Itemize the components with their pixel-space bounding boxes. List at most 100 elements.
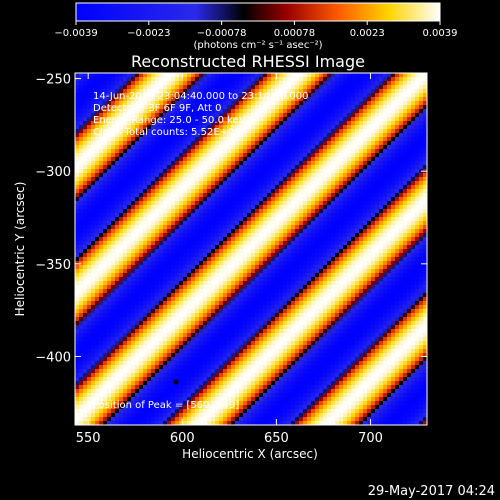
heatmap-pixel <box>179 169 184 174</box>
heatmap-pixel <box>319 113 324 118</box>
heatmap-pixel <box>187 281 192 286</box>
heatmap-pixel <box>139 209 144 214</box>
heatmap-pixel <box>115 209 120 214</box>
heatmap-pixel <box>307 249 312 254</box>
heatmap-pixel <box>75 181 80 186</box>
heatmap-pixel <box>123 141 128 146</box>
heatmap-pixel <box>271 285 276 290</box>
heatmap-pixel <box>203 181 208 186</box>
heatmap-pixel <box>91 185 96 190</box>
heatmap-pixel <box>235 193 240 198</box>
heatmap-pixel <box>95 157 100 162</box>
heatmap-pixel <box>307 289 312 294</box>
heatmap-pixel <box>143 249 148 254</box>
heatmap-pixel <box>331 205 336 210</box>
heatmap-pixel <box>203 81 208 86</box>
heatmap-pixel <box>155 145 160 150</box>
heatmap-pixel <box>339 105 344 110</box>
heatmap-pixel <box>319 233 324 238</box>
heatmap-pixel <box>215 241 220 246</box>
heatmap-pixel <box>299 265 304 270</box>
heatmap-pixel <box>399 281 404 286</box>
heatmap-pixel <box>139 289 144 294</box>
heatmap-pixel <box>83 177 88 182</box>
heatmap-pixel <box>287 105 292 110</box>
heatmap-pixel <box>375 193 380 198</box>
heatmap-pixel <box>231 249 236 254</box>
heatmap-pixel <box>295 117 300 122</box>
heatmap-pixel <box>347 217 352 222</box>
heatmap-pixel <box>167 273 172 278</box>
heatmap-pixel <box>403 185 408 190</box>
heatmap-pixel <box>359 81 364 86</box>
heatmap-pixel <box>171 169 176 174</box>
heatmap-pixel <box>179 97 184 102</box>
heatmap-pixel <box>291 205 296 210</box>
heatmap-pixel <box>275 121 280 126</box>
heatmap-pixel <box>239 285 244 290</box>
heatmap-pixel <box>171 213 176 218</box>
heatmap-pixel <box>399 213 404 218</box>
heatmap-pixel <box>267 257 272 262</box>
heatmap-pixel <box>135 233 140 238</box>
heatmap-pixel <box>279 101 284 106</box>
heatmap-pixel <box>359 129 364 134</box>
heatmap-pixel <box>271 117 276 122</box>
heatmap-pixel <box>407 273 412 278</box>
heatmap-pixel <box>147 113 152 118</box>
heatmap-pixel <box>135 149 140 154</box>
heatmap-pixel <box>239 117 244 122</box>
heatmap-pixel <box>279 157 284 162</box>
heatmap-pixel <box>235 173 240 178</box>
heatmap-pixel <box>127 201 132 206</box>
heatmap-pixel <box>155 297 160 302</box>
heatmap-pixel <box>355 205 360 210</box>
heatmap-pixel <box>159 213 164 218</box>
heatmap-pixel <box>339 77 344 82</box>
heatmap-pixel <box>315 229 320 234</box>
heatmap-pixel <box>231 113 236 118</box>
heatmap-pixel <box>355 189 360 194</box>
heatmap-pixel <box>319 93 324 98</box>
heatmap-pixel <box>395 177 400 182</box>
heatmap-pixel <box>203 185 208 190</box>
heatmap-pixel <box>143 257 148 262</box>
heatmap-pixel <box>407 261 412 266</box>
heatmap-pixel <box>363 277 368 282</box>
heatmap-pixel <box>171 245 176 250</box>
heatmap-pixel <box>231 269 236 274</box>
heatmap-pixel <box>279 297 284 302</box>
heatmap-pixel <box>355 273 360 278</box>
heatmap-pixel <box>315 253 320 258</box>
heatmap-pixel <box>103 249 108 254</box>
heatmap-pixel <box>323 129 328 134</box>
heatmap-pixel <box>167 237 172 242</box>
heatmap-pixel <box>151 281 156 286</box>
heatmap-pixel <box>211 157 216 162</box>
heatmap-pixel <box>415 153 420 158</box>
heatmap-pixel <box>403 105 408 110</box>
heatmap-pixel <box>375 233 380 238</box>
heatmap-pixel <box>295 261 300 266</box>
heatmap-pixel <box>323 249 328 254</box>
heatmap-pixel <box>339 293 344 298</box>
heatmap-pixel <box>167 241 172 246</box>
heatmap-pixel <box>223 189 228 194</box>
heatmap-pixel <box>291 165 296 170</box>
heatmap-pixel <box>103 293 108 298</box>
heatmap-pixel <box>139 293 144 298</box>
heatmap-pixel <box>295 129 300 134</box>
heatmap-pixel <box>383 117 388 122</box>
heatmap-pixel <box>387 137 392 142</box>
heatmap-pixel <box>103 201 108 206</box>
heatmap-pixel <box>179 125 184 130</box>
heatmap-pixel <box>263 169 268 174</box>
heatmap-pixel <box>347 273 352 278</box>
heatmap-pixel <box>111 249 116 254</box>
heatmap-pixel <box>403 173 408 178</box>
heatmap-pixel <box>159 241 164 246</box>
heatmap-pixel <box>219 293 224 298</box>
heatmap-pixel <box>423 149 427 154</box>
heatmap-pixel <box>343 117 348 122</box>
heatmap-pixel <box>175 153 180 158</box>
